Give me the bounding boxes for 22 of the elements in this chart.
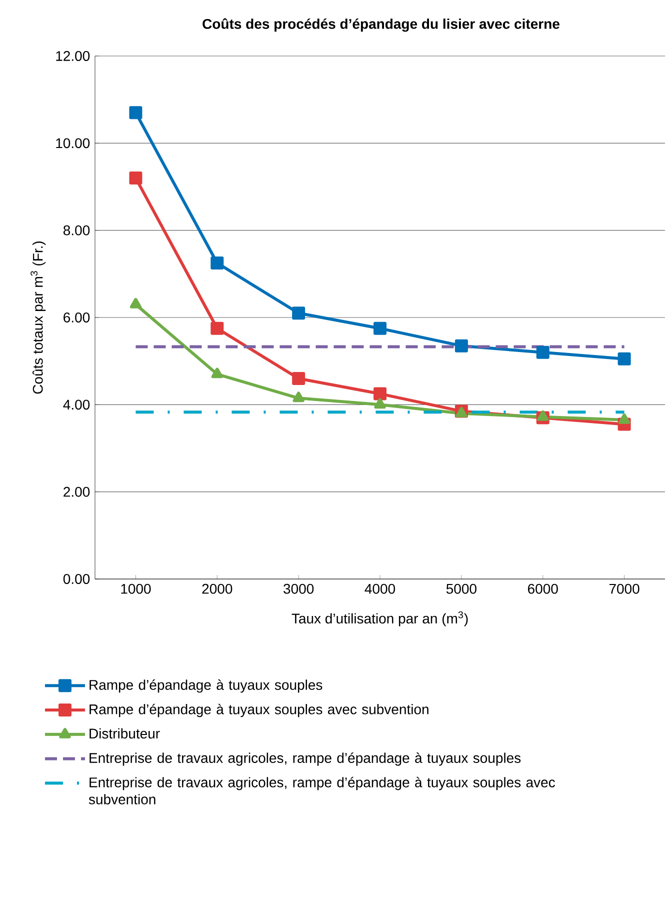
x-tick-label: 5000 [446, 584, 476, 594]
legend-label: Entreprise de travaux agricoles, rampe d’épandage à tuyaux souples avec subvention [88, 776, 555, 804]
y-tick-label: 4.00 [63, 400, 90, 410]
y-tick-label: 0.00 [63, 574, 90, 584]
legend-label: Rampe d’épandage à tuyaux souples avec subvention [90, 704, 428, 718]
y-tick-label: 8.00 [63, 225, 90, 236]
x-tick-label: 6000 [528, 584, 558, 594]
x-tick-label: 2000 [202, 584, 232, 594]
y-axis-title: Coûts totaux par m$^{3}$ (Fr.) [30, 241, 46, 394]
legend-label: Entreprise de travaux agricoles, rampe d’épandage à tuyaux souples [90, 752, 521, 766]
x-axis-title: Taux d’utilisation par an (m$^{3}$) [292, 611, 468, 626]
y-tick-label: 10.00 [56, 138, 90, 148]
y-tick-label: 2.00 [64, 486, 90, 497]
x-tick-label: 7000 [609, 584, 640, 594]
y-tick-label: 12.00 [56, 51, 90, 61]
x-tick-label: 1000 [121, 584, 151, 594]
legend-label: Distributeur [90, 728, 160, 739]
legend-label: Rampe d’épandage à tuyaux souples [90, 679, 322, 693]
y-tick-label: 6.00 [64, 312, 90, 322]
x-tick-label: 4000 [364, 584, 396, 594]
x-tick-label: 3000 [284, 584, 314, 594]
chart-title: Coûts des procédés d’épandage du lisier avec citerne [202, 18, 560, 32]
